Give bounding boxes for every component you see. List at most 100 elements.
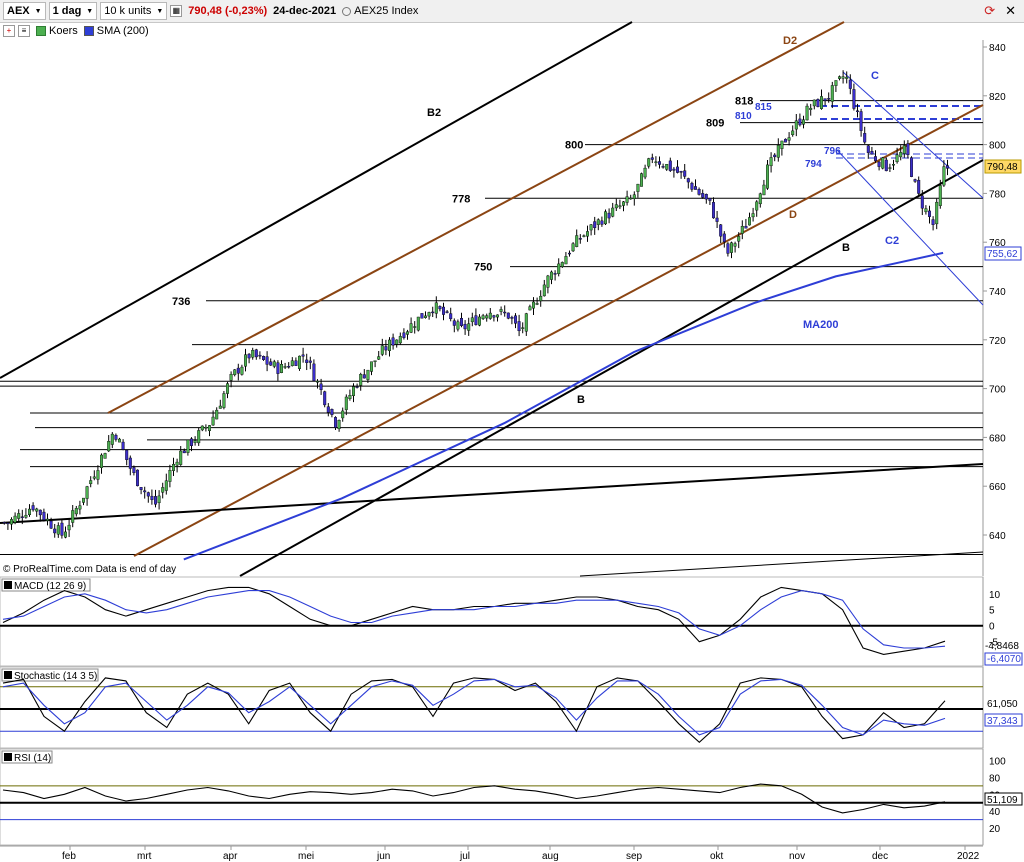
candle-up xyxy=(902,145,906,154)
candle-up xyxy=(424,315,428,318)
candle-up xyxy=(341,410,345,419)
candle-down xyxy=(578,238,582,240)
candle-up xyxy=(337,420,341,430)
candle-down xyxy=(683,170,687,177)
options-icon[interactable]: ≡ xyxy=(18,25,30,37)
candle-up xyxy=(895,154,899,163)
window-controls: ⟳ ✕ xyxy=(984,3,1016,19)
trendline-c xyxy=(842,71,984,199)
candle-down xyxy=(474,315,478,325)
candle-up xyxy=(632,194,636,199)
candle-down xyxy=(460,318,464,326)
candle-up xyxy=(805,105,809,121)
candle-up xyxy=(542,284,546,297)
refresh-icon[interactable]: ⟳ xyxy=(984,3,996,18)
chart-date: 24-dec-2021 xyxy=(273,5,337,17)
macd-signal-value: -6,4070 xyxy=(987,654,1021,665)
chart-toolbar: AEX ▼ 1 dag ▼ 10 k units ▼ ▦ 790,48 (-0,… xyxy=(0,0,1024,23)
candle-up xyxy=(186,439,190,453)
candle-up xyxy=(366,369,370,380)
macd-lines: 10 5 0 -5-4,8468 -6,4070 xyxy=(0,586,1023,666)
annotation-b: B xyxy=(842,242,850,254)
candle-up xyxy=(942,166,946,186)
trendline-support xyxy=(0,463,984,524)
candle-down xyxy=(816,99,820,108)
price-axis-label: 660 xyxy=(989,482,1006,493)
candle-up xyxy=(751,213,755,218)
timeframe-select[interactable]: 1 dag ▼ xyxy=(48,2,98,20)
candle-up xyxy=(456,321,460,330)
candle-down xyxy=(330,408,334,415)
price-axis-label: 720 xyxy=(989,336,1006,347)
candle-up xyxy=(643,167,647,178)
candle-down xyxy=(492,315,496,318)
candle-down xyxy=(672,168,676,171)
candle-down xyxy=(463,323,467,330)
rsi-label: RSI (14) xyxy=(14,753,51,764)
candle-down xyxy=(449,313,453,320)
time-axis-label: apr xyxy=(223,851,238,862)
time-axis-label: dec xyxy=(872,851,888,862)
close-icon[interactable]: ✕ xyxy=(1005,3,1016,18)
candle-up xyxy=(748,217,752,226)
time-axis: feb mrt apr mei jun jul aug sep okt nov dec 2022 xyxy=(0,845,983,862)
candle-up xyxy=(755,201,759,211)
ticker-select[interactable]: AEX ▼ xyxy=(3,2,46,20)
trendline-c2 xyxy=(836,149,984,306)
candle-up xyxy=(283,366,287,368)
panel-axis-label: 5 xyxy=(989,606,995,617)
rsi-lines: 1008060402051,109 xyxy=(0,756,1023,835)
candle-up xyxy=(794,120,798,130)
candle-up xyxy=(395,339,399,345)
stochastic-panel: Stochastic (14 3 5) 61,050 37,343 xyxy=(0,666,1023,749)
add-indicator-icon[interactable]: + xyxy=(3,25,15,37)
candle-up xyxy=(604,211,608,225)
candle-up xyxy=(85,486,89,499)
candle-down xyxy=(661,166,665,168)
candle-up xyxy=(348,395,352,400)
candle-down xyxy=(20,516,24,518)
candle-down xyxy=(503,311,507,314)
candle-down xyxy=(679,171,683,173)
index-radio-icon[interactable] xyxy=(342,6,352,16)
candle-up xyxy=(215,409,219,420)
candle-up xyxy=(521,327,525,329)
candle-down xyxy=(931,219,935,225)
candle-up xyxy=(899,152,903,158)
macd-signal-box xyxy=(984,652,1023,666)
candle-up xyxy=(550,271,554,280)
candle-up xyxy=(96,470,100,480)
candle-down xyxy=(438,306,442,310)
candle-up xyxy=(787,137,791,141)
candle-down xyxy=(247,353,251,359)
candle-down xyxy=(517,321,521,332)
candle-down xyxy=(514,315,518,324)
annotation-b2: B2 xyxy=(427,107,441,119)
candle-down xyxy=(773,154,777,158)
units-select[interactable]: 10 k units ▼ xyxy=(100,2,168,20)
candle-up xyxy=(251,350,255,358)
last-price-value: 790,48 xyxy=(987,162,1018,173)
candle-down xyxy=(697,189,701,195)
candle-down xyxy=(420,313,424,319)
candle-up xyxy=(24,514,28,518)
settings-icon[interactable]: ▦ xyxy=(170,5,183,17)
candle-down xyxy=(182,450,186,454)
candle-down xyxy=(42,511,46,521)
price-axis-label: 780 xyxy=(989,189,1006,200)
candle-up xyxy=(78,505,82,510)
panel-axis-label: 40 xyxy=(989,807,1001,818)
candle-down xyxy=(128,457,132,469)
candle-down xyxy=(6,522,10,525)
candle-up xyxy=(830,85,834,102)
candle-down xyxy=(715,217,719,222)
candle-up xyxy=(28,508,32,516)
ticker-value: AEX xyxy=(7,5,30,17)
candle-down xyxy=(53,528,57,534)
candle-up xyxy=(485,315,489,319)
sma-swatch-icon xyxy=(83,26,94,36)
time-axis-label: feb xyxy=(62,851,76,862)
candle-up xyxy=(218,405,222,409)
panel-series-line xyxy=(2,678,946,736)
candle-up xyxy=(427,312,431,317)
